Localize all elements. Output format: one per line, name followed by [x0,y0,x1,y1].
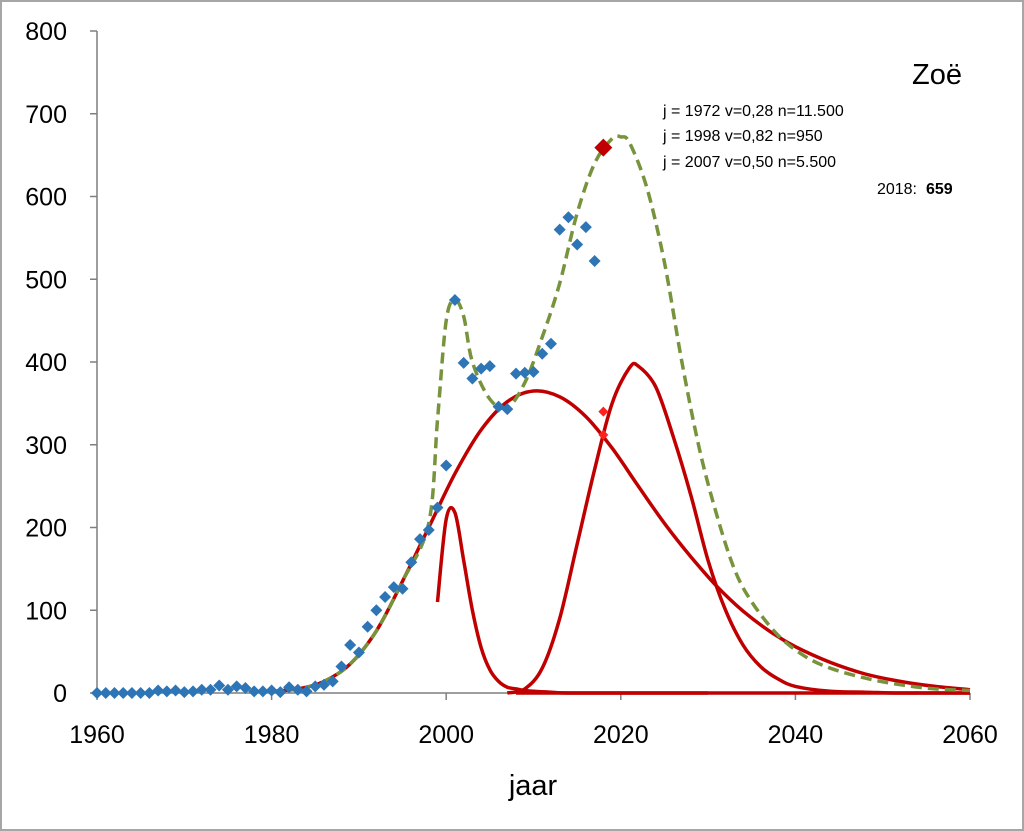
data-point [344,639,357,652]
chart-title: Zoë [912,59,962,91]
x-tick-label: 2020 [593,721,649,749]
data-point [91,687,103,699]
data-point [274,686,287,699]
data-point [466,372,479,385]
annotation-2: j = 1998 v=0,82 n=950 [662,128,823,145]
data-point [431,501,444,514]
data-point [248,685,261,698]
data-point [387,581,400,594]
plot-area [91,134,971,699]
annotation-3: j = 2007 v=0,50 n=5.500 [662,154,836,171]
data-point [169,684,182,697]
y-tick-label: 200 [25,515,67,543]
y-tick-label: 700 [25,101,67,129]
y-tick-label: 300 [25,432,67,460]
data-point [361,620,374,633]
data-point [99,687,112,699]
data-point [117,687,130,699]
data-point [370,604,383,617]
data-point [501,403,514,416]
data-point [221,683,234,696]
data-point [588,255,601,268]
data-point [326,675,339,688]
data-point [544,337,557,350]
y-tick-label: 100 [25,597,67,625]
data-point [553,223,566,236]
data-point [204,683,217,696]
x-tick-label: 2000 [418,721,474,749]
component-curve-3 [506,361,971,695]
data-point [283,681,296,694]
data-point [379,591,392,604]
data-point [317,678,330,691]
x-tick-label: 1960 [69,721,125,749]
data-point [143,687,156,699]
data-point [239,682,252,695]
annotation-1: j = 1972 v=0,28 n=11.500 [662,103,844,120]
data-point [335,660,348,673]
highlight-value-label: 659 [926,181,953,198]
data-point [422,523,435,536]
data-point [492,400,505,413]
data-point [414,533,427,546]
data-point [108,687,121,699]
x-tick-label: 2060 [942,721,998,749]
data-point [230,680,243,693]
y-tick-label: 500 [25,266,67,294]
data-point [134,687,147,699]
data-point [291,683,304,696]
data-point [510,367,523,380]
data-point [195,683,208,696]
data-point [536,347,549,360]
axes: 0 100 200 300 400 500 600 700 800 1960 1980 2000 202… [25,18,998,749]
data-point [483,360,496,373]
data-point [352,646,365,659]
data-point [178,686,191,699]
y-tick-label: 800 [25,18,67,46]
data-point [475,362,488,375]
data-point [309,680,322,693]
component-curve-1 [271,389,971,694]
y-tick-label: 400 [25,349,67,377]
x-axis-label: jaar [508,770,558,802]
data-point [571,238,584,251]
data-point [396,582,409,595]
data-point [405,556,418,569]
data-point [256,685,269,698]
data-point [160,685,173,698]
data-point [562,211,575,224]
component-2018-marker [598,406,609,417]
highlight-year-label: 2018: [877,181,917,198]
data-point [213,679,226,692]
y-tick-label: 600 [25,184,67,212]
data-point [527,365,540,378]
data-point [457,356,470,369]
data-point [579,221,592,234]
data-point [448,293,461,306]
data-point [518,366,531,379]
data-point [440,459,453,472]
data-point [187,685,200,698]
data-point [152,684,165,697]
highlight-point [594,138,613,157]
data-point [300,685,313,698]
total-curve [271,134,971,694]
data-point [125,687,138,699]
x-tick-label: 1980 [244,721,300,749]
x-tick-label: 2040 [768,721,824,749]
component-2018-marker [598,429,609,440]
data-point [265,684,278,697]
component-curve-2 [435,505,709,695]
y-tick-label: 0 [53,680,67,708]
